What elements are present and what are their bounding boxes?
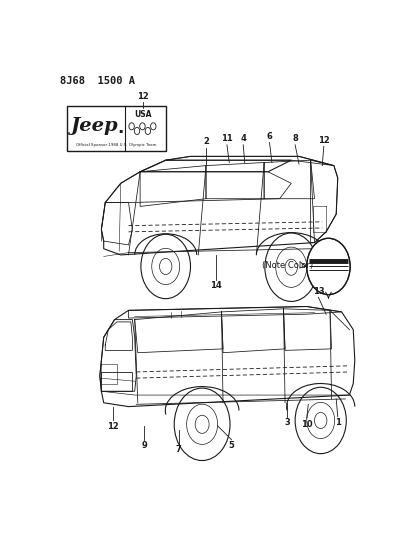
Text: 5: 5 [228, 441, 235, 450]
Text: 14: 14 [210, 281, 222, 290]
Text: 4: 4 [240, 134, 246, 143]
Text: 7: 7 [176, 445, 182, 454]
Text: .: . [118, 119, 124, 137]
Text: (Note Color): (Note Color) [262, 261, 313, 270]
Text: 12: 12 [137, 92, 149, 101]
Circle shape [276, 247, 307, 287]
Text: Official Sponsor 1988 U.S. Olympic Team: Official Sponsor 1988 U.S. Olympic Team [76, 143, 156, 147]
Bar [67, 106, 166, 151]
Text: 9: 9 [141, 441, 147, 450]
Circle shape [174, 388, 230, 461]
Text: 3: 3 [284, 418, 290, 427]
Text: Jeep: Jeep [70, 117, 118, 134]
Circle shape [307, 238, 350, 295]
Circle shape [141, 235, 191, 298]
Circle shape [265, 233, 317, 302]
Text: 10: 10 [301, 419, 313, 429]
Circle shape [285, 259, 297, 275]
Circle shape [195, 415, 209, 433]
Circle shape [307, 402, 335, 439]
Circle shape [295, 387, 346, 454]
Text: USA: USA [135, 109, 152, 118]
Circle shape [186, 404, 217, 445]
Text: 2: 2 [203, 138, 209, 147]
Text: 6: 6 [266, 132, 273, 141]
Circle shape [315, 413, 327, 429]
Text: 8: 8 [292, 134, 298, 143]
Text: 11: 11 [221, 134, 233, 143]
Text: 1: 1 [335, 418, 341, 427]
Text: 12: 12 [107, 422, 119, 431]
Text: 13: 13 [313, 287, 324, 296]
Circle shape [152, 248, 180, 285]
Text: 8J68  1500 A: 8J68 1500 A [60, 76, 135, 86]
Circle shape [160, 259, 172, 274]
Bar [101, 372, 132, 391]
Text: 12: 12 [318, 136, 330, 145]
